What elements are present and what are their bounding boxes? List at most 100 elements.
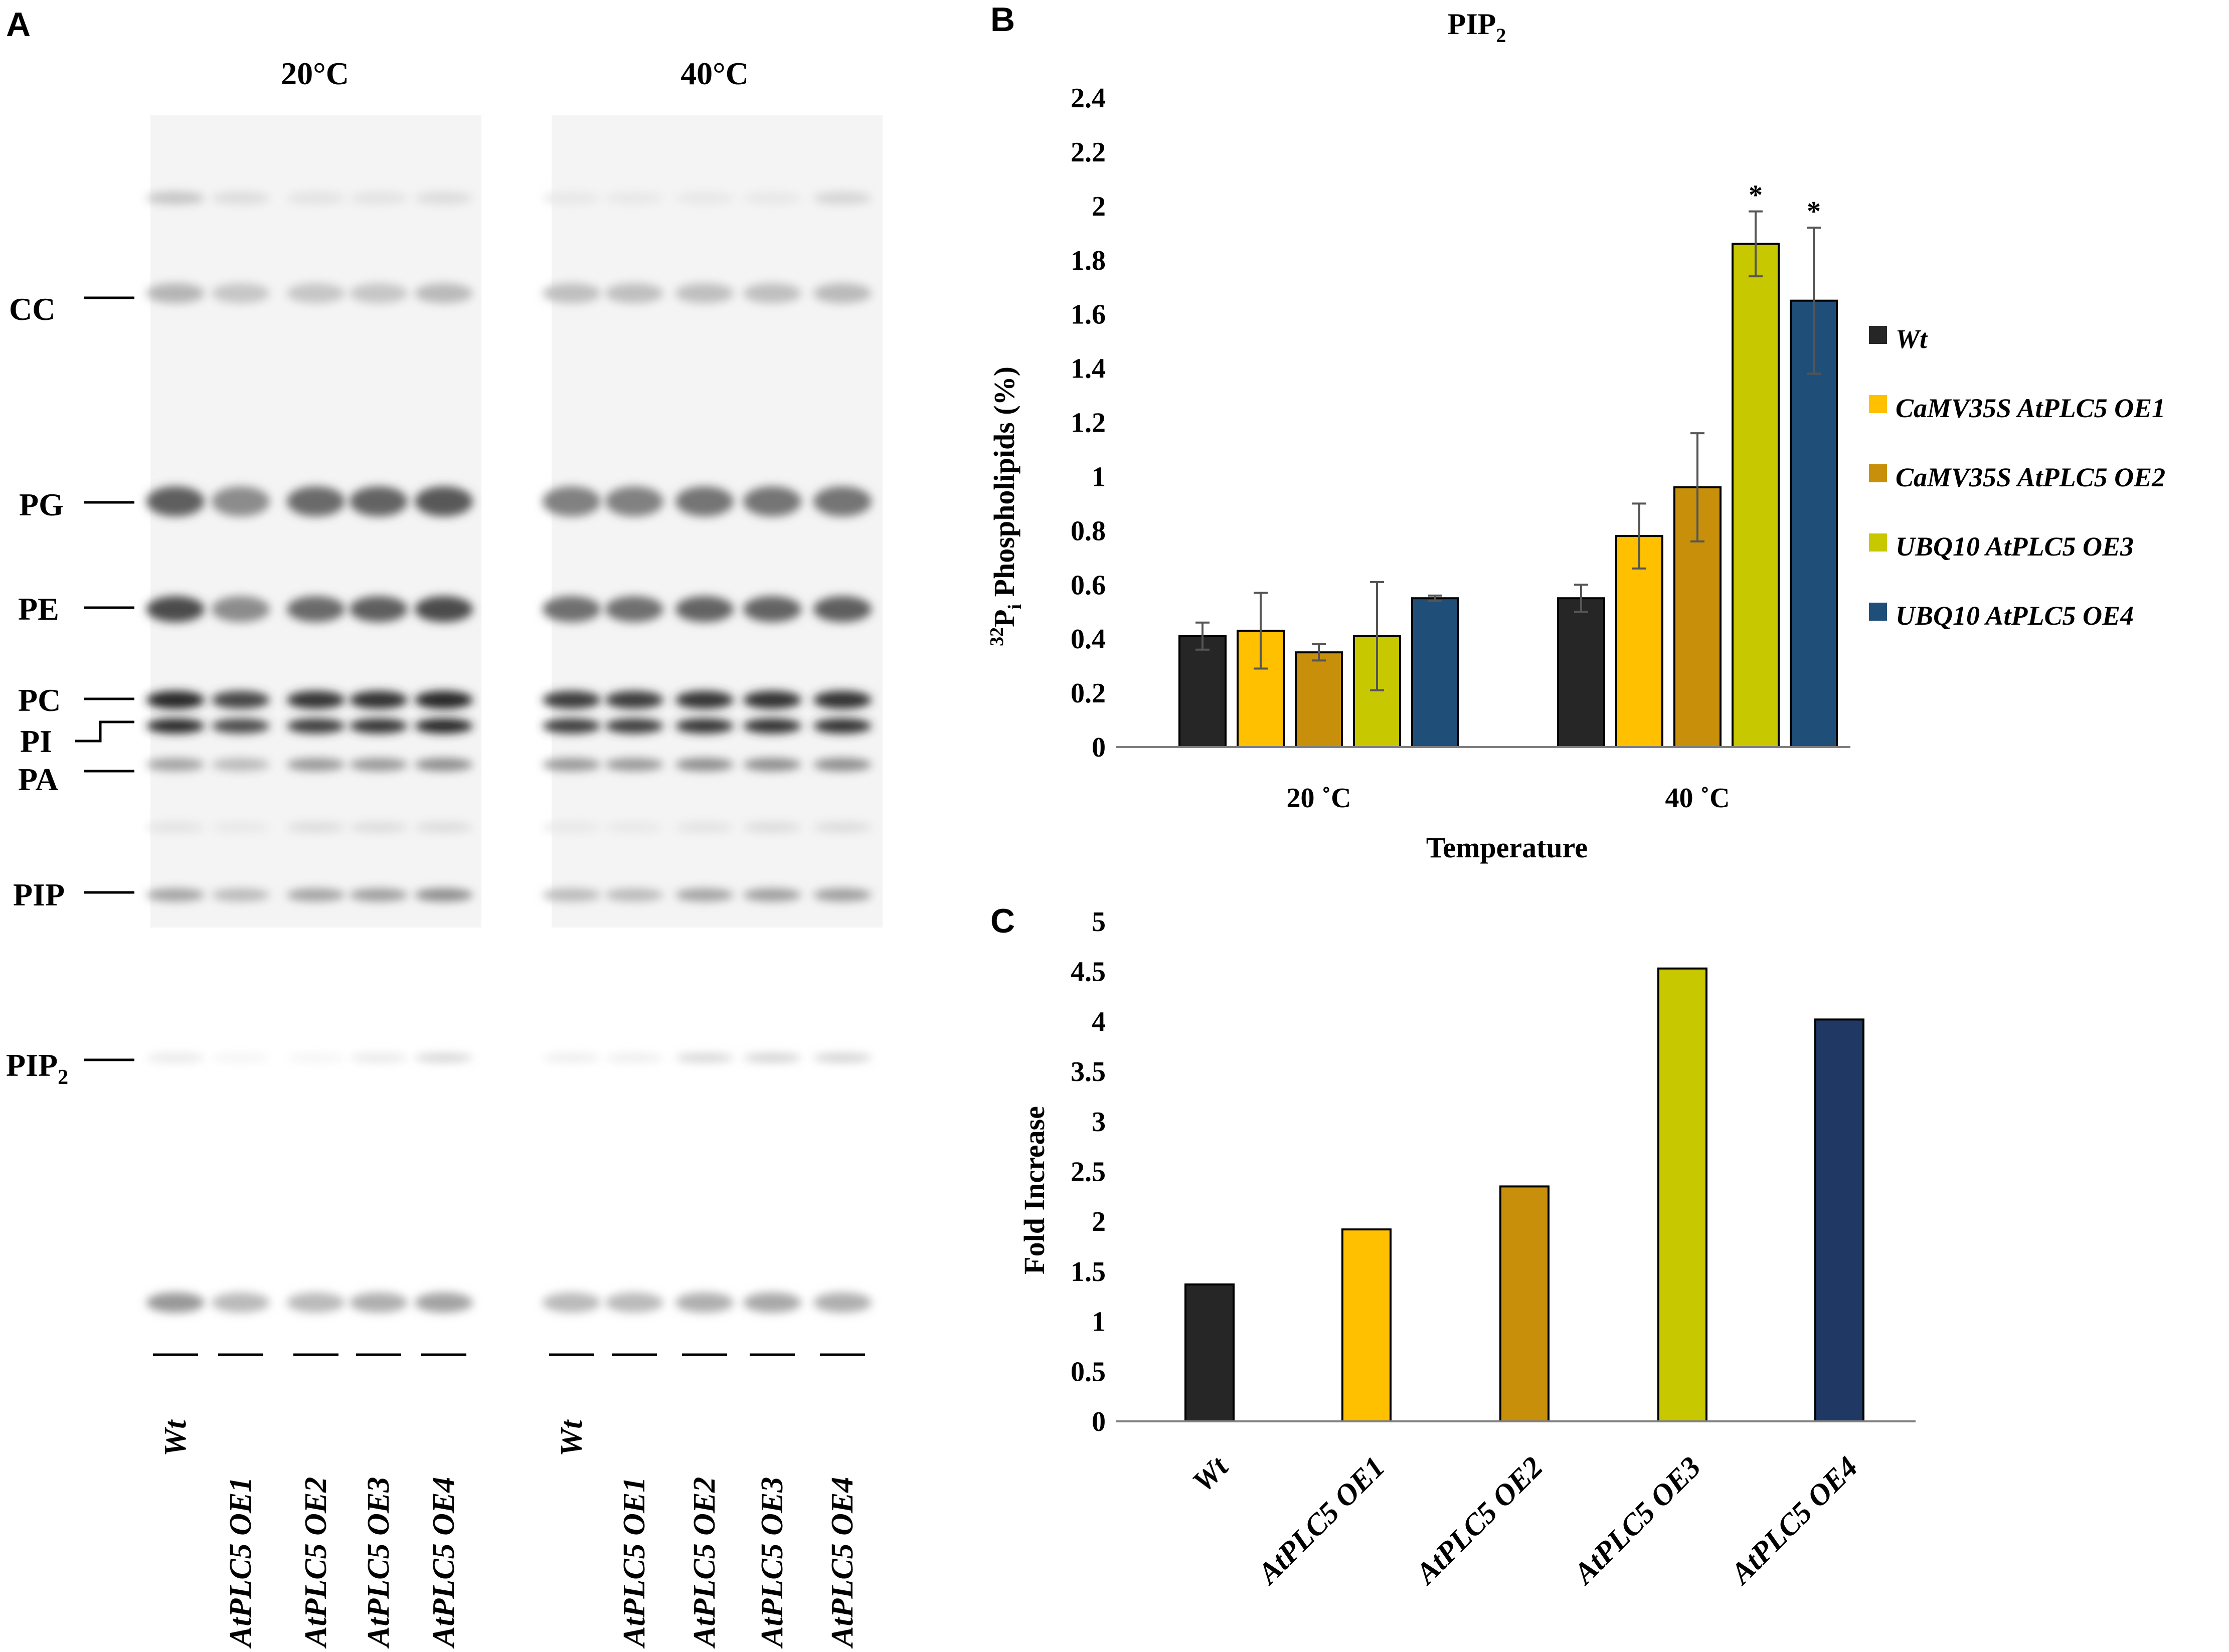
- tlc-spot: [543, 718, 601, 733]
- tlc-spot: [743, 1293, 801, 1313]
- tlc-spot: [287, 888, 345, 901]
- tlc-spot: [415, 596, 473, 622]
- tlc-spot: [543, 596, 601, 622]
- x-tick-label: AtPLC5 OE1: [1250, 1450, 1392, 1592]
- y-tick-label: 0: [1092, 1406, 1106, 1437]
- condition-label-20c: 20°C: [281, 56, 349, 91]
- tlc-spot: [743, 718, 801, 733]
- tlc-spot: [146, 1053, 205, 1062]
- tlc-spot: [675, 283, 734, 303]
- tlc-spot: [675, 1293, 734, 1313]
- tlc-spot: [813, 691, 872, 709]
- tlc-spot: [350, 596, 408, 622]
- tlc-spot: [543, 822, 601, 833]
- lipid-label-pip2: PIP2: [6, 1047, 68, 1089]
- tlc-spot: [287, 1053, 345, 1062]
- panel-c-letter: C: [990, 902, 1015, 940]
- bar: [1178, 635, 1227, 749]
- tlc-spot: [605, 888, 663, 901]
- bar: [1341, 1228, 1392, 1423]
- tlc-spot: [743, 1053, 801, 1062]
- tlc-spot: [212, 596, 270, 622]
- legend-label: Wt: [1896, 324, 1928, 354]
- lane-label: AtPLC5 OE4: [427, 1477, 461, 1649]
- bar: [1499, 1185, 1550, 1422]
- lipid-label-cc: CC: [9, 291, 55, 327]
- y-tick-label: 0.4: [1071, 624, 1106, 655]
- tlc-spot: [415, 888, 473, 901]
- y-tick-label: 2: [1092, 191, 1106, 222]
- tlc-spot: [212, 1293, 270, 1313]
- chart-b-y-ticks: 0 0.2 0.4 0.6 0.8 1 1.2 1.4 1.6 1.8 2 2.2 2.4: [1071, 83, 1106, 763]
- condition-label-40c: 40°C: [680, 56, 749, 91]
- lane-label: AtPLC5 OE4: [825, 1477, 860, 1649]
- tlc-spot: [212, 283, 270, 303]
- tlc-spot: [350, 283, 408, 303]
- lipid-label-pe: PE: [18, 591, 59, 627]
- tlc-spot: [146, 691, 205, 709]
- tlc-spot: [287, 691, 345, 709]
- tlc-background-smear: [552, 115, 883, 928]
- tlc-spot: [146, 192, 205, 205]
- tlc-spot: [350, 1053, 408, 1062]
- tlc-spot: [287, 718, 345, 733]
- tlc-spot: [350, 888, 408, 901]
- tlc-spot: [605, 283, 663, 303]
- tlc-spot: [543, 888, 601, 901]
- significance-star: *: [1749, 180, 1763, 211]
- tlc-spot: [743, 283, 801, 303]
- lane-label: AtPLC5 OE2: [299, 1477, 333, 1649]
- tlc-spot: [675, 486, 734, 516]
- tlc-spot: [287, 486, 345, 516]
- tlc-spot: [543, 486, 601, 516]
- tlc-spot: [675, 691, 734, 709]
- y-tick-label: 1: [1092, 1307, 1106, 1338]
- tlc-spot: [743, 192, 801, 205]
- chart-b-y-axis-title: 32Pi Phospholipids (%): [986, 366, 1025, 646]
- tlc-spot: [287, 283, 345, 303]
- tlc-spot: [212, 486, 270, 516]
- tlc-spot: [146, 486, 205, 516]
- tlc-spot: [813, 822, 872, 833]
- y-tick-label: 1: [1092, 461, 1106, 492]
- legend-swatch: [1869, 603, 1887, 621]
- tlc-spot: [287, 596, 345, 622]
- tlc-spot: [605, 486, 663, 516]
- y-tick-label: 0.2: [1071, 678, 1106, 709]
- lane-label: AtPLC5 OE1: [224, 1477, 258, 1649]
- y-tick-label: 3: [1092, 1107, 1106, 1138]
- tlc-spot: [813, 596, 872, 622]
- chart-c-y-axis-title: Fold Increase: [1018, 1106, 1051, 1274]
- tlc-spot: [813, 283, 872, 303]
- tlc-spot: [146, 718, 205, 733]
- tlc-spot: [415, 283, 473, 303]
- y-tick-label: 2: [1092, 1206, 1106, 1237]
- tlc-spot: [543, 283, 601, 303]
- chart-b-legend: Wt CaMV35S AtPLC5 OE1 CaMV35S AtPLC5 OE2 UB…: [1869, 324, 2165, 631]
- lipid-label-pa: PA: [18, 762, 59, 797]
- tlc-spot: [743, 758, 801, 771]
- y-tick-label: 3.5: [1071, 1056, 1106, 1087]
- tlc-spot: [605, 822, 663, 833]
- tlc-spot: [675, 758, 734, 771]
- legend-swatch: [1869, 326, 1887, 344]
- tlc-spot: [605, 758, 663, 771]
- tlc-spot: [212, 758, 270, 771]
- y-tick-label: 1.4: [1071, 353, 1106, 385]
- y-tick-label: 2.5: [1071, 1157, 1106, 1188]
- tlc-spot: [605, 192, 663, 205]
- lipid-label-pi: PI: [20, 723, 52, 759]
- tlc-spot: [146, 596, 205, 622]
- tlc-spot: [212, 691, 270, 709]
- tlc-spot: [813, 758, 872, 771]
- tlc-spot: [287, 1293, 345, 1313]
- tlc-spot: [675, 1053, 734, 1062]
- tlc-spot: [350, 718, 408, 733]
- panel-b-chart: B PIP2 32Pi Phospholipids (%) 0 0.2 0.4 0.6…: [986, 1, 2165, 864]
- tlc-spot: [415, 1053, 473, 1062]
- tlc-spot: [605, 718, 663, 733]
- chart-c-y-ticks: 0 0.5 1 1.5 2 2.5 3 3.5 4 4.5 5: [1071, 906, 1106, 1437]
- tlc-spot: [350, 486, 408, 516]
- tlc-background-smear: [150, 115, 481, 928]
